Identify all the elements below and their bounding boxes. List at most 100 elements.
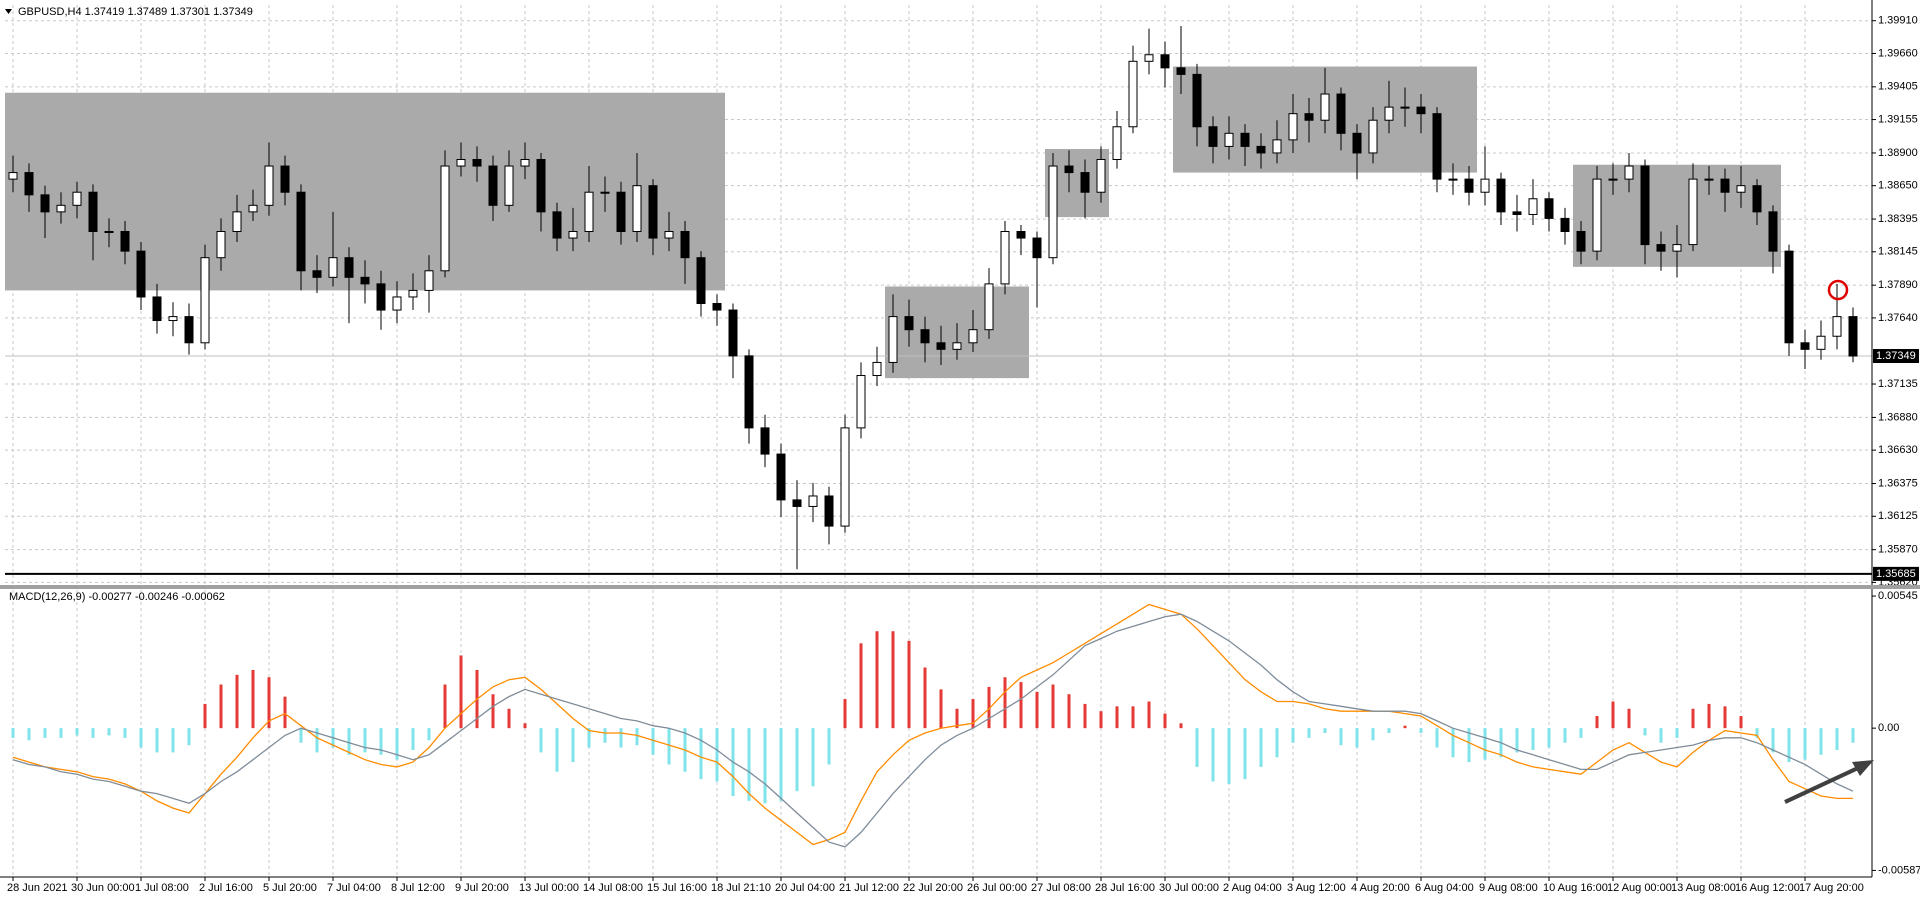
histogram-bar [1067, 694, 1071, 729]
candle-body [1400, 106, 1410, 109]
candle-body [1128, 60, 1138, 128]
candle-body [1160, 54, 1170, 69]
histogram-bar [395, 728, 399, 760]
candle-body [968, 329, 978, 344]
candle-body [456, 158, 466, 167]
chart-title: GBPUSD,H4 1.37419 1.37489 1.37301 1.3734… [18, 6, 253, 18]
candle-body [264, 165, 274, 206]
candle-body [984, 283, 994, 331]
x-tick-label: 30 Jul 00:00 [1159, 882, 1219, 894]
histogram-bar [1019, 682, 1023, 729]
candle-body [1112, 126, 1122, 160]
candle-body [904, 316, 914, 331]
histogram-bar [1195, 728, 1199, 767]
histogram-bar [1259, 728, 1263, 767]
histogram-bar [1643, 728, 1647, 736]
histogram-bar [379, 728, 383, 755]
y-tick-label: 0.00 [1878, 722, 1899, 734]
candle-body [360, 276, 370, 285]
histogram-bar [971, 699, 975, 729]
indicator-line [12, 603, 1853, 846]
candle-body [920, 329, 930, 344]
histogram-bar [1547, 728, 1551, 748]
histogram-bar [139, 728, 143, 748]
x-tick-label: 9 Jul 20:00 [455, 882, 509, 894]
candle-body [376, 283, 386, 311]
histogram-bar [763, 728, 767, 804]
histogram-bar [571, 728, 575, 763]
candle-body [648, 185, 658, 239]
histogram-bar [699, 728, 703, 780]
y-tick-label: 1.37640 [1878, 312, 1918, 324]
histogram-bar [1451, 728, 1455, 758]
candle-body [1496, 178, 1506, 213]
histogram-bar [1723, 706, 1727, 729]
histogram-bar [1163, 713, 1167, 729]
candle-body [1656, 244, 1666, 252]
candle-body [1528, 198, 1538, 215]
histogram-bar [1563, 728, 1567, 743]
candle-body [488, 165, 498, 206]
x-tick-label: 2 Jul 16:00 [199, 882, 253, 894]
histogram-bar [1467, 728, 1471, 763]
candle-body [872, 361, 882, 377]
candle-body [408, 289, 418, 298]
x-tick-label: 18 Jul 21:10 [711, 882, 771, 894]
candle-body [1464, 178, 1474, 193]
x-tick-label: 17 Aug 20:00 [1799, 882, 1864, 894]
candle-body [696, 257, 706, 305]
histogram-bar [987, 686, 991, 729]
x-tick-label: 3 Aug 12:00 [1287, 882, 1346, 894]
histogram-bar [827, 728, 831, 765]
candle-body [680, 231, 690, 259]
histogram-bar [507, 708, 511, 729]
histogram-bar [251, 669, 255, 729]
candle-body [1720, 178, 1730, 193]
candle-body [760, 427, 770, 455]
x-tick-label: 2 Aug 04:00 [1223, 882, 1282, 894]
candle-body [1448, 178, 1458, 181]
candle-body [1304, 113, 1314, 121]
y-tick-label: 1.38900 [1878, 147, 1918, 159]
text-layer: GBPUSD,H4 1.37419 1.37489 1.37301 1.3734… [5, 6, 1920, 894]
histogram-bar [555, 728, 559, 772]
histogram-bar [1771, 728, 1775, 753]
histogram-bar [1419, 728, 1423, 733]
candle-body [1224, 132, 1234, 147]
candle-body [1736, 185, 1746, 193]
histogram-bar [1307, 728, 1311, 738]
x-tick-label: 16 Aug 12:00 [1735, 882, 1800, 894]
x-tick-label: 30 Jun 00:00 [71, 882, 135, 894]
x-tick-label: 9 Aug 08:00 [1479, 882, 1538, 894]
histogram-bar [1083, 703, 1087, 729]
x-tick-label: 14 Jul 08:00 [583, 882, 643, 894]
price-label: 1.35685 [1876, 568, 1916, 580]
candle-body [1608, 178, 1618, 181]
candle-body [1064, 165, 1074, 174]
x-tick-label: 13 Jul 00:00 [519, 882, 579, 894]
histogram-bar [1339, 728, 1343, 746]
histogram-bar [11, 728, 15, 738]
histogram-bar [1819, 728, 1823, 755]
histogram-bar [1275, 728, 1279, 758]
histogram-bar [1243, 728, 1247, 780]
histogram-bar [1227, 728, 1231, 784]
histogram-bar [539, 728, 543, 753]
y-tick-label: 1.36630 [1878, 444, 1918, 456]
candle-body [344, 257, 354, 278]
histogram-bar [859, 643, 863, 729]
candle-body [1848, 316, 1858, 357]
candle-body [744, 355, 754, 429]
candle-body [664, 231, 674, 239]
histogram-bar [1403, 725, 1407, 729]
y-tick-label: 1.37890 [1878, 279, 1918, 291]
candle-body [1032, 237, 1042, 259]
histogram-bar [75, 728, 79, 736]
x-tick-label: 1 Jul 08:00 [135, 882, 189, 894]
candle-body [328, 257, 338, 278]
candle-body [1672, 244, 1682, 252]
histogram-bar [635, 728, 639, 746]
candle-body [56, 204, 66, 213]
y-tick-label: 0.00545 [1878, 590, 1918, 602]
